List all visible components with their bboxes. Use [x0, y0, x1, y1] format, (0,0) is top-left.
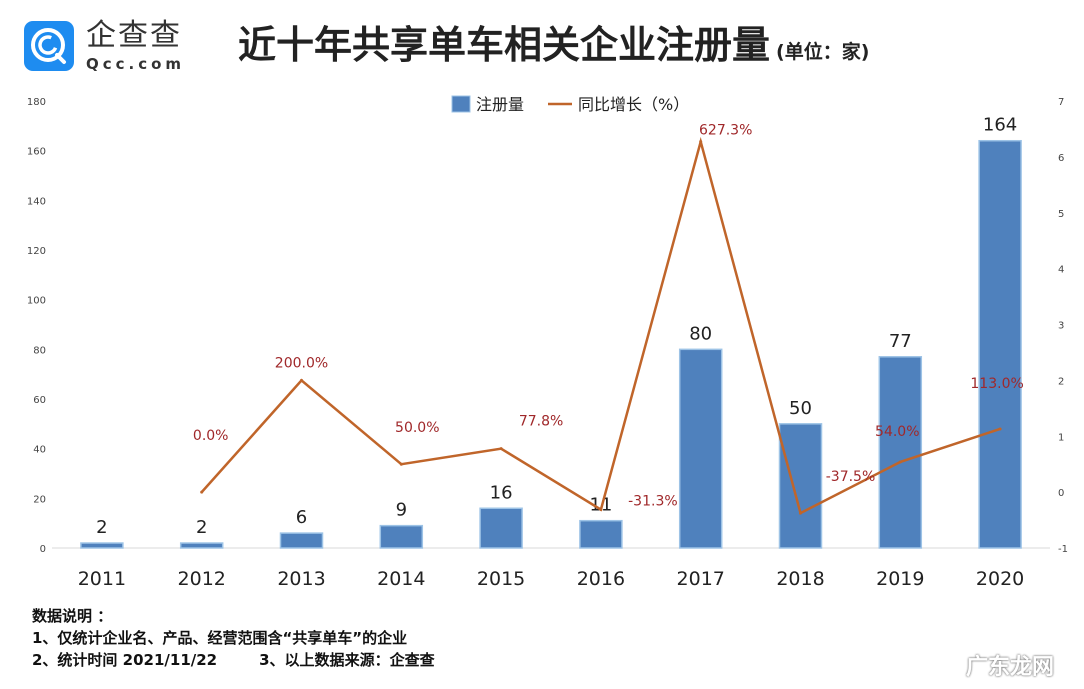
bar-value-label: 164 [983, 115, 1017, 136]
growth-label: -37.5% [826, 469, 876, 485]
growth-point [300, 378, 303, 382]
title-unit: (单位：家) [776, 41, 870, 63]
right-axis-tick: 7 [1058, 97, 1064, 108]
right-axis-tick: 2 [1058, 376, 1064, 387]
right-axis-tick: 1 [1058, 432, 1064, 443]
bar-value-label: 80 [689, 323, 712, 344]
x-axis-tick: 2011 [78, 568, 126, 590]
watermark: 广东龙网 [965, 655, 1054, 680]
left-axis-tick: 40 [33, 445, 46, 456]
growth-label: -31.3% [628, 494, 678, 510]
bar-value-label: 77 [889, 331, 912, 352]
legend: 注册量 同比增长（%） [451, 95, 689, 114]
footer-notes: 数据说明 ： 1、仅统计企业名、产品、经营范围含“共享单车”的企业 2、统计时间… [32, 605, 435, 671]
left-axis-tick: 140 [27, 196, 46, 207]
bar-value-label: 6 [296, 507, 307, 528]
bar-2011 [80, 542, 124, 549]
right-axis-tick: 4 [1058, 265, 1064, 276]
right-axis-tick: 3 [1058, 321, 1064, 332]
left-axis-tick: 80 [33, 345, 46, 356]
left-axis-tick: 120 [27, 246, 46, 257]
bar-2013 [279, 532, 324, 549]
footer-note-1: 1、仅统计企业名、产品、经营范围含“共享单车”的企业 [32, 629, 408, 647]
bar-value-label: 9 [396, 500, 407, 521]
x-axis-tick: 2013 [277, 568, 325, 590]
growth-point [699, 140, 703, 144]
x-axis-tick: 2015 [477, 568, 525, 590]
logo-name-en: Qcc.com [86, 55, 186, 73]
bar-value-label: 2 [196, 517, 207, 538]
bar-value-label: 2 [96, 517, 107, 538]
chart-title: 近十年共享单车相关企业注册量 (单位：家) [238, 22, 869, 75]
footer-note-2: 2、统计时间 2021/11/22 [32, 651, 218, 669]
bar-value-label: 16 [490, 482, 513, 503]
bar-2019 [878, 356, 923, 549]
left-axis-tick: 160 [27, 147, 46, 158]
logo-name-cn: 企查查 [86, 18, 182, 53]
x-axis-tick: 2014 [377, 568, 425, 590]
right-axis-tick: -1 [1058, 544, 1068, 555]
left-axis-tick: 20 [33, 494, 46, 505]
chart: 注册量 同比增长（%） 020406080100120140160180-101… [27, 95, 1068, 590]
bar-2018 [778, 423, 823, 549]
growth-point [599, 508, 603, 512]
bar-value-label: 50 [789, 398, 812, 419]
left-axis-tick: 100 [27, 296, 46, 307]
growth-point [799, 511, 802, 515]
bar-2012 [179, 542, 224, 549]
x-axis-tick: 2016 [577, 568, 625, 590]
x-axis-tick: 2017 [677, 568, 725, 590]
x-axis-tick: 2012 [178, 568, 226, 590]
bar-2017 [678, 348, 723, 549]
growth-label: 54.0% [875, 424, 919, 440]
x-axis-tick: 2018 [776, 568, 824, 590]
bar-2014 [379, 524, 424, 549]
growth-label: 627.3% [699, 123, 752, 139]
qcc-logo-icon [24, 21, 74, 71]
growth-point [399, 462, 403, 466]
left-axis-tick: 60 [33, 395, 46, 406]
footer-heading: 数据说明 ： [32, 607, 113, 625]
legend-line-label: 同比增长（%） [578, 95, 689, 114]
left-axis-tick: 0 [40, 544, 46, 555]
growth-label: 50.0% [395, 420, 439, 436]
growth-point [200, 490, 204, 494]
title-text: 近十年共享单车相关企业注册量 [238, 23, 771, 67]
left-axis-tick: 180 [27, 97, 46, 108]
right-axis-tick: 6 [1058, 153, 1064, 164]
growth-label: 113.0% [970, 376, 1023, 392]
bar-2020 [978, 139, 1022, 549]
right-axis-tick: 5 [1058, 209, 1064, 220]
x-axis-tick: 2020 [976, 568, 1024, 590]
legend-bar-label: 注册量 [476, 95, 524, 114]
growth-label: 77.8% [519, 414, 563, 430]
x-axis-tick: 2019 [876, 568, 924, 590]
growth-point [898, 460, 902, 464]
bar-2015 [479, 507, 523, 549]
legend-bar-swatch [451, 95, 471, 113]
growth-point [499, 447, 503, 451]
growth-point [998, 427, 1002, 431]
right-axis-tick: 0 [1058, 488, 1064, 499]
footer-note-3: 3、以上数据来源：企查查 [259, 651, 435, 669]
growth-label: 200.0% [275, 355, 328, 371]
bar-2016 [579, 519, 623, 549]
growth-label: 0.0% [193, 428, 229, 444]
footer-note-line-2: 2、统计时间 2021/11/22 3、以上数据来源：企查查 [32, 649, 435, 671]
